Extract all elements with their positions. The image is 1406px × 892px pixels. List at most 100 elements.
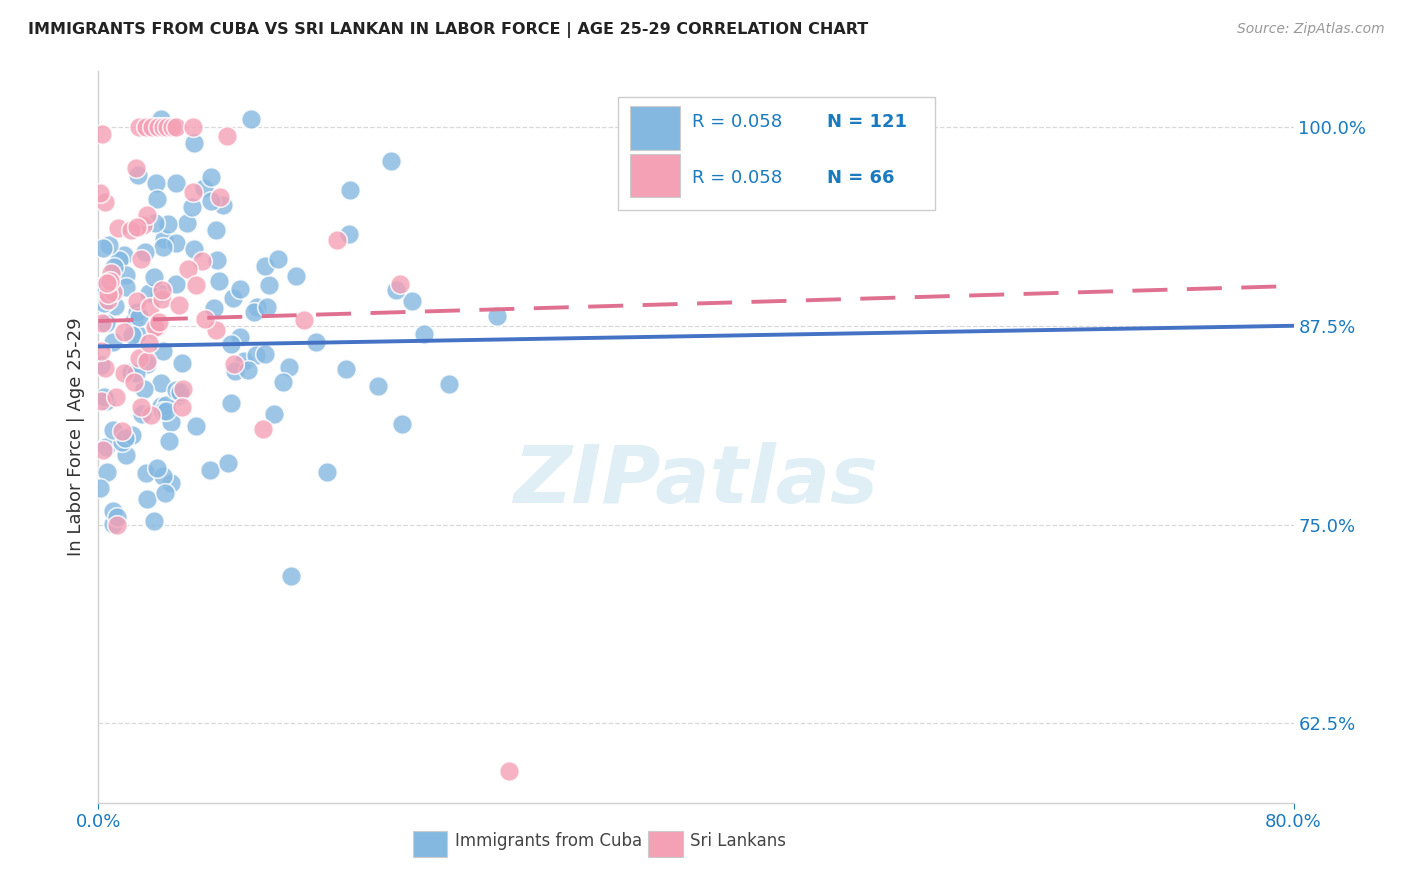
Point <box>134 244 156 259</box>
Point <box>128 120 150 134</box>
Point <box>105 391 128 405</box>
Point <box>94 316 117 330</box>
Point <box>160 415 183 429</box>
Point <box>90 344 112 359</box>
Point <box>205 223 228 237</box>
Point <box>200 462 222 476</box>
Point <box>143 322 166 336</box>
Point <box>160 120 183 134</box>
Point <box>207 253 229 268</box>
Point <box>389 277 412 292</box>
Point <box>486 309 509 323</box>
Point <box>152 469 174 483</box>
Point <box>157 434 180 448</box>
Point <box>219 337 242 351</box>
Point <box>114 431 136 445</box>
Point <box>135 120 157 134</box>
Point <box>186 419 208 434</box>
FancyBboxPatch shape <box>413 830 447 857</box>
Point <box>94 194 117 209</box>
Point <box>112 366 135 380</box>
Text: R = 0.058: R = 0.058 <box>692 113 783 131</box>
Point <box>138 335 160 350</box>
Point <box>498 764 520 778</box>
Point <box>112 248 135 262</box>
Point <box>380 153 402 168</box>
Point <box>208 190 231 204</box>
Point <box>143 514 166 528</box>
Point <box>139 300 162 314</box>
Point <box>219 396 242 410</box>
Point <box>145 216 167 230</box>
Point <box>143 269 166 284</box>
Point <box>90 358 112 372</box>
Point <box>103 260 125 274</box>
Point <box>155 398 177 412</box>
Point <box>105 510 128 524</box>
Point <box>96 465 118 479</box>
Point <box>120 365 142 379</box>
Point <box>93 390 115 404</box>
Point <box>129 252 152 266</box>
Point <box>97 237 120 252</box>
Point <box>89 280 111 294</box>
Point <box>177 262 200 277</box>
FancyBboxPatch shape <box>648 830 683 857</box>
Point <box>256 301 278 315</box>
Text: N = 66: N = 66 <box>827 169 896 186</box>
Point <box>127 169 149 183</box>
Point <box>135 466 157 480</box>
Point <box>181 185 204 199</box>
Point <box>217 456 239 470</box>
Point <box>153 232 176 246</box>
Point <box>90 393 112 408</box>
Point <box>91 241 114 255</box>
Point <box>385 283 408 297</box>
Point <box>148 315 170 329</box>
Text: ZIPatlas: ZIPatlas <box>513 442 879 520</box>
Point <box>167 298 190 312</box>
Point <box>94 361 117 376</box>
Point <box>193 180 215 194</box>
Point <box>165 176 187 190</box>
Point <box>91 442 114 457</box>
Point <box>194 311 217 326</box>
Point <box>246 301 269 315</box>
Point <box>200 169 222 184</box>
Point <box>152 343 174 358</box>
Point <box>135 208 157 222</box>
Point <box>165 277 187 291</box>
Point <box>280 568 302 582</box>
Point <box>98 274 121 288</box>
Point <box>121 427 143 442</box>
Point <box>141 120 163 134</box>
Point <box>401 293 423 308</box>
Point <box>315 465 337 479</box>
Point <box>103 285 125 299</box>
Point <box>146 319 169 334</box>
Point <box>114 448 136 462</box>
Point <box>172 400 194 414</box>
Point <box>89 481 111 495</box>
Point <box>284 268 307 283</box>
Point <box>156 120 179 134</box>
Point <box>150 399 173 413</box>
Point <box>139 409 162 423</box>
Point <box>97 293 120 308</box>
Point <box>165 235 187 250</box>
Point <box>124 161 146 175</box>
Text: R = 0.058: R = 0.058 <box>692 169 783 186</box>
Point <box>169 385 191 400</box>
Point <box>115 268 138 282</box>
Point <box>200 194 222 209</box>
Point <box>191 253 214 268</box>
Point <box>181 120 204 134</box>
Point <box>103 516 125 531</box>
Point <box>128 351 150 365</box>
Point <box>169 387 191 401</box>
Point <box>125 326 148 341</box>
Point <box>108 253 131 268</box>
Point <box>90 316 112 330</box>
Point <box>181 200 204 214</box>
Point <box>120 222 142 236</box>
